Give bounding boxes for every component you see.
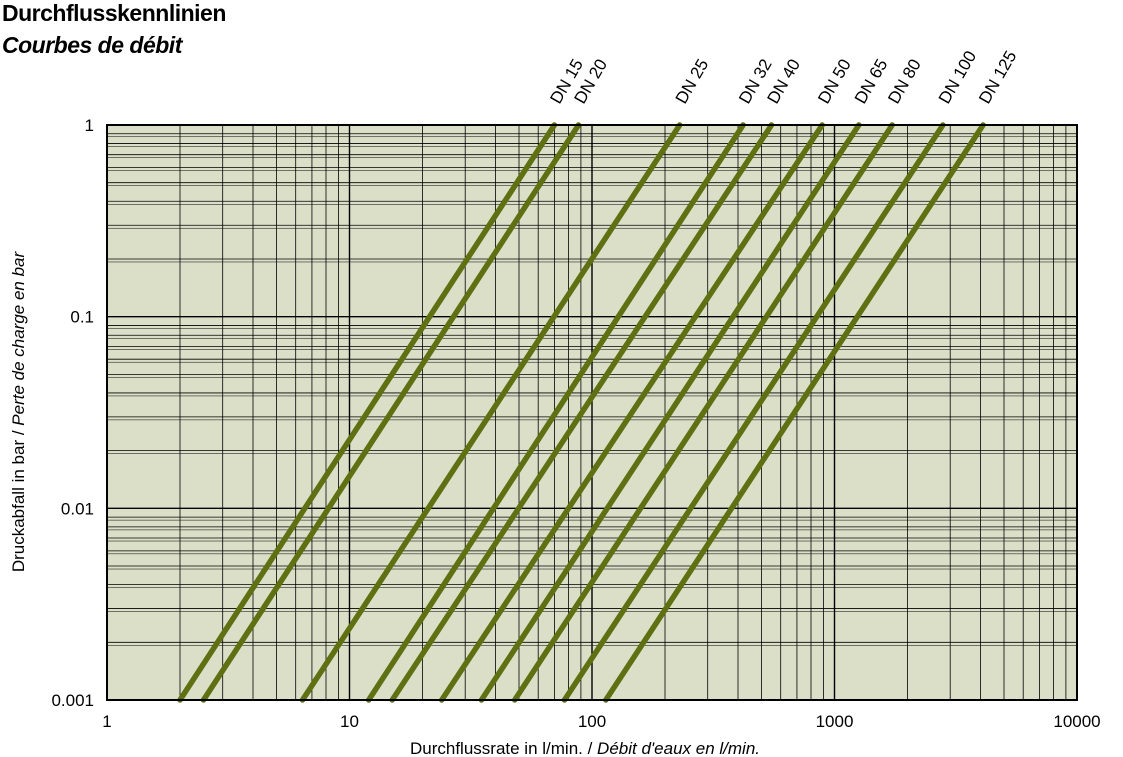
series-line-dn100 <box>561 122 946 703</box>
series-line-dn65 <box>478 122 862 703</box>
x-tick-label: 10 <box>340 712 359 731</box>
series-label: DN 80 <box>884 56 925 107</box>
series-label: DN 100 <box>935 48 980 107</box>
series-label: DN 50 <box>814 56 855 107</box>
chart-subtitle: Courbes de débit <box>2 32 182 58</box>
series-line-dn20 <box>200 122 582 703</box>
y-tick-label: 0.01 <box>61 499 94 518</box>
series-label: DN 25 <box>672 56 713 107</box>
y-tick-label: 0.1 <box>70 308 94 327</box>
series-line-dn40 <box>389 122 775 703</box>
series-line-dn125 <box>603 122 986 703</box>
series-line-dn15 <box>177 122 558 703</box>
series-label: DN 125 <box>975 48 1020 107</box>
series-line-dn50 <box>438 122 825 703</box>
plot-frame <box>106 124 1078 701</box>
y-axis-label: Druckabfall in bar / Perte de charge en … <box>9 250 28 572</box>
series-label: DN 65 <box>851 56 892 107</box>
x-axis-label: Durchflussrate in l/min. / Débit d'eaux … <box>410 739 760 757</box>
x-tick-label: 1000 <box>816 712 854 731</box>
grid <box>106 125 1077 701</box>
x-tick-label: 1 <box>102 712 111 731</box>
series-line-dn25 <box>299 122 683 703</box>
x-tick-label: 10000 <box>1053 712 1100 731</box>
y-tick-label: 0.001 <box>51 691 94 710</box>
series-line-dn32 <box>365 122 746 703</box>
series-lines <box>177 122 986 703</box>
x-tick-label: 100 <box>578 712 606 731</box>
series-line-dn80 <box>511 122 895 703</box>
tick-labels: 1 10 100 1000 10000 0.001 0.01 0.1 1 <box>51 116 1100 731</box>
chart-title: Durchflusskennlinien <box>2 0 226 26</box>
y-tick-label: 1 <box>85 116 94 135</box>
